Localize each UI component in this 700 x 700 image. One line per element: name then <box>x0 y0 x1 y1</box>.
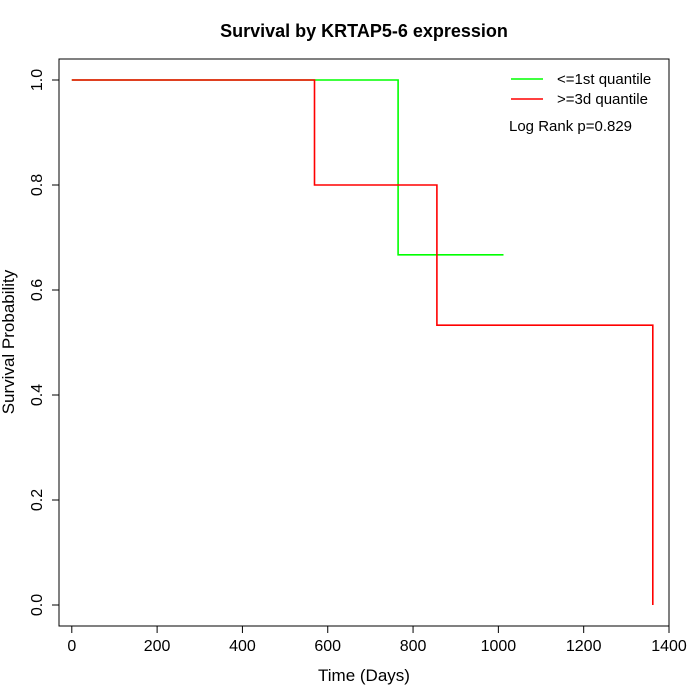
x-tick-label: 1400 <box>651 638 687 655</box>
x-tick-label: 200 <box>144 638 171 655</box>
y-tick-label: 0.2 <box>29 489 46 511</box>
x-tick-label: 800 <box>400 638 427 655</box>
x-tick-label: 0 <box>67 638 76 655</box>
y-axis: 0.0 0.2 0.4 0.6 0.8 1.0 <box>29 69 60 616</box>
y-axis-label: Survival Probability <box>0 269 18 414</box>
y-tick-label: 0.0 <box>29 594 46 616</box>
legend: <=1st quantile >=3d quantile <box>511 71 651 108</box>
y-tick-label: 0.6 <box>29 279 46 301</box>
x-tick-label: 400 <box>229 638 256 655</box>
log-rank-annotation: Log Rank p=0.829 <box>509 118 632 135</box>
series-line-1 <box>71 79 504 256</box>
y-tick-label: 0.4 <box>29 384 46 406</box>
x-axis: 0 200 400 600 800 1000 1200 1400 <box>67 625 687 655</box>
y-tick-label: 0.8 <box>29 174 46 196</box>
x-tick-label: 1200 <box>566 638 602 655</box>
x-tick-label: 600 <box>314 638 341 655</box>
series-line-2 <box>71 79 654 605</box>
series-layer <box>71 79 654 605</box>
legend-label: >=3d quantile <box>557 91 648 108</box>
x-axis-label: Time (Days) <box>318 666 410 685</box>
y-tick-label: 1.0 <box>29 69 46 91</box>
plot-frame <box>58 58 670 627</box>
chart-title: Survival by KRTAP5-6 expression <box>220 21 508 41</box>
x-tick-label: 1000 <box>481 638 517 655</box>
legend-label: <=1st quantile <box>557 71 651 88</box>
